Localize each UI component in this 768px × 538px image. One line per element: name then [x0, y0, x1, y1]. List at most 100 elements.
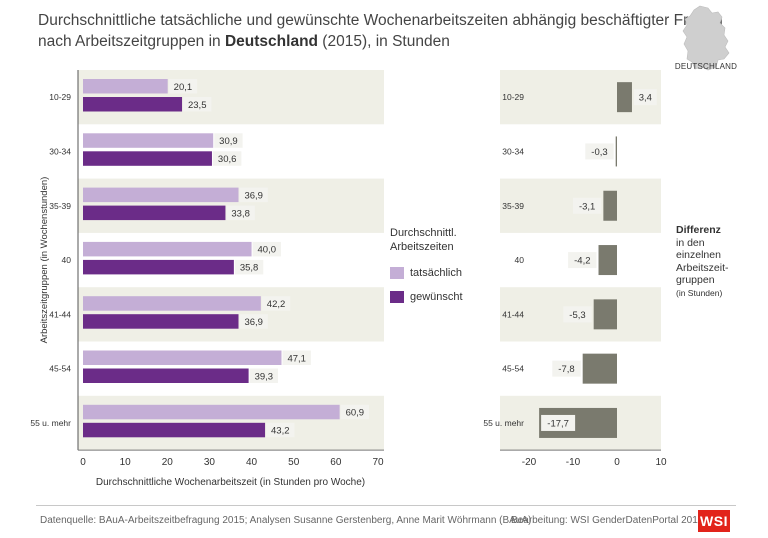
- x-axis-title: Durchschnittliche Wochenarbeitszeit (in …: [96, 477, 365, 488]
- data-label-box: [252, 241, 281, 257]
- difference-legend: Differenz in den einzelnen Arbeitszeit- …: [676, 224, 729, 299]
- germany-map-icon: [682, 5, 730, 71]
- data-label: 40,0: [258, 245, 277, 256]
- bar: [83, 151, 212, 166]
- category-label: 40: [515, 255, 525, 265]
- category-label: 35-39: [502, 201, 524, 211]
- data-label: 39,3: [255, 371, 274, 382]
- legend-swatch-desired: [390, 291, 404, 303]
- data-label: -7,8: [558, 364, 574, 375]
- data-label: -4,2: [574, 256, 590, 267]
- category-label: 10-29: [502, 92, 524, 102]
- x-tick-label: 70: [372, 457, 384, 468]
- data-label-box: [340, 404, 370, 420]
- data-label-box: [212, 151, 242, 166]
- x-tick-label: 50: [288, 457, 300, 468]
- data-label: 30,9: [219, 136, 238, 147]
- data-label-box: [214, 133, 243, 148]
- data-label-box: [568, 252, 597, 269]
- category-label: 41-44: [49, 309, 71, 319]
- difference-bar: [598, 245, 617, 276]
- wsi-logo: WSI: [698, 510, 730, 532]
- footer-divider: [36, 505, 736, 506]
- x-tick-label: 10: [120, 457, 132, 468]
- data-label: 60,9: [346, 408, 365, 419]
- bar: [83, 97, 183, 112]
- difference-line-4: gruppen: [676, 274, 715, 286]
- difference-line-1: in den: [676, 236, 705, 249]
- bar: [83, 187, 239, 203]
- y-axis-title: Arbeitszeitgruppen (in Wochenstunden): [39, 177, 50, 344]
- legend-item-desired: gewünscht: [390, 288, 463, 306]
- category-label: 30-34: [502, 146, 524, 156]
- data-label: -17,7: [547, 418, 569, 429]
- data-label: 47,1: [287, 353, 306, 364]
- bar: [83, 133, 214, 148]
- difference-bar: [603, 190, 617, 221]
- data-label-box: [563, 306, 592, 323]
- data-label-box: [239, 314, 268, 329]
- data-label: 3,4: [639, 93, 652, 104]
- legend-label-desired: gewünscht: [410, 291, 463, 303]
- x-tick-label: 30: [204, 457, 216, 468]
- data-label-box: [249, 368, 279, 383]
- legend-item-actual: tatsächlich: [390, 264, 463, 282]
- chart-title: Durchschnittliche tatsächliche und gewün…: [38, 10, 723, 52]
- data-label: 42,2: [267, 299, 286, 310]
- data-label-box: [261, 296, 291, 311]
- x-tick-label: 60: [330, 457, 342, 468]
- bar: [83, 422, 266, 438]
- bar: [83, 296, 261, 311]
- category-label: 40: [62, 255, 72, 265]
- data-label: 23,5: [188, 100, 207, 111]
- data-label-box: [541, 414, 576, 431]
- data-label-box: [266, 422, 295, 438]
- category-label: 55 u. mehr: [30, 418, 71, 428]
- category-label: 45-54: [502, 364, 524, 374]
- difference-title: Differenz: [676, 224, 721, 236]
- data-label-box: [234, 259, 264, 275]
- title-line-2-pre: nach Arbeitszeitgruppen in: [38, 33, 225, 50]
- map-label: DEUTSCHLAND: [674, 62, 738, 71]
- data-label-box: [239, 187, 268, 203]
- bar: [83, 241, 252, 257]
- data-label-box: [282, 350, 311, 365]
- data-label: 35,8: [240, 263, 259, 274]
- credit-note: Bearbeitung: WSI GenderDatenPortal 2017: [511, 515, 704, 526]
- data-label-box: [183, 97, 212, 112]
- data-label: 43,2: [271, 426, 290, 437]
- x-tick-label: -20: [522, 457, 537, 468]
- difference-bar: [617, 82, 632, 113]
- difference-bar: [593, 299, 617, 330]
- data-label-box: [552, 360, 581, 377]
- title-country: Deutschland: [224, 33, 318, 50]
- legend-swatch-actual: [390, 267, 404, 279]
- bar: [83, 205, 226, 221]
- data-label-box: [226, 205, 255, 221]
- difference-unit: (in Stunden): [676, 287, 723, 298]
- data-label: 36,9: [244, 190, 263, 201]
- title-line-2: nach Arbeitszeitgruppen in Deutschland (…: [38, 31, 668, 52]
- category-label: 10-29: [49, 92, 71, 102]
- category-label: 45-54: [49, 364, 71, 374]
- data-label: 36,9: [244, 317, 263, 328]
- x-tick-label: 0: [80, 457, 86, 468]
- bar: [83, 368, 249, 383]
- difference-line-3: Arbeitszeit-: [676, 261, 729, 274]
- data-label-box: [168, 79, 198, 94]
- data-label-box: [633, 89, 657, 106]
- bar: [83, 259, 234, 275]
- difference-bar: [582, 353, 617, 384]
- difference-bar: [615, 136, 617, 167]
- x-tick-label: 0: [614, 457, 620, 468]
- data-label-box: [572, 197, 602, 214]
- bar: [83, 314, 239, 329]
- data-label: 20,1: [174, 82, 193, 93]
- title-line-2-post: (2015), in Stunden: [318, 33, 450, 50]
- category-label: 35-39: [49, 201, 71, 211]
- data-label: 30,6: [218, 154, 237, 165]
- x-tick-label: -10: [566, 457, 581, 468]
- data-label: 33,8: [231, 208, 250, 219]
- data-label-box: [585, 143, 614, 160]
